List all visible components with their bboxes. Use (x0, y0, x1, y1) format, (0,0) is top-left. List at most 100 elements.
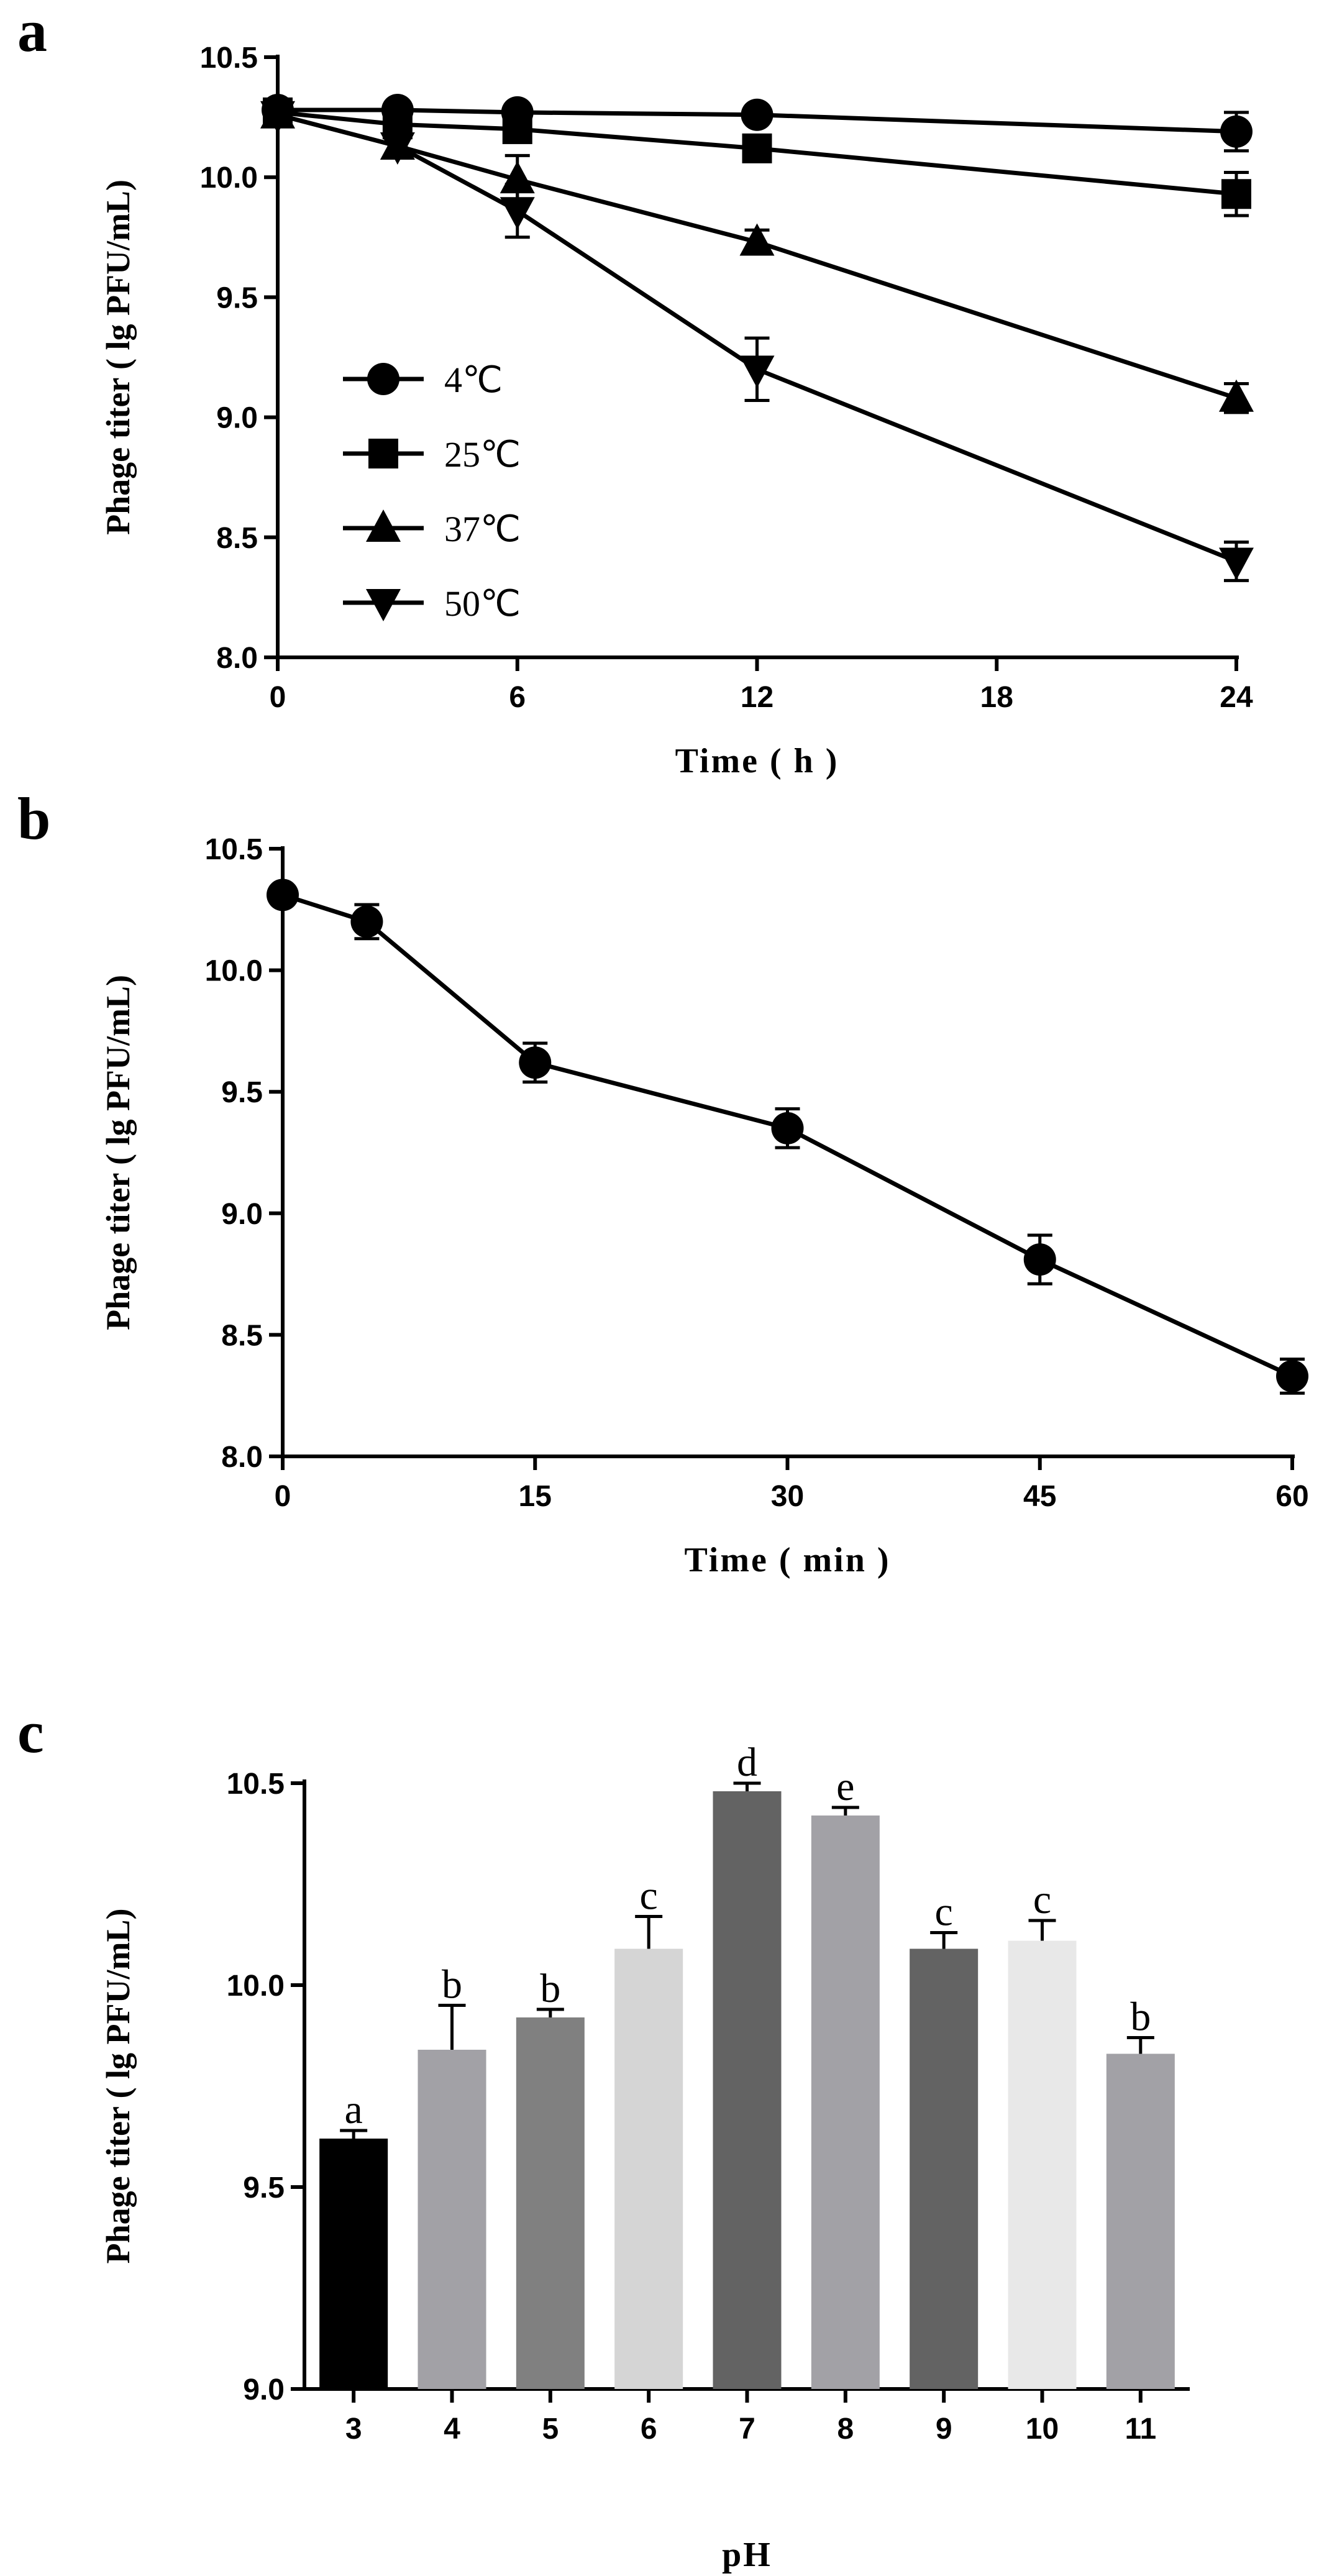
y-tick-label: 9.5 (216, 281, 258, 314)
x-axis-title: Time ( min ) (684, 1541, 890, 1579)
x-tick-label: 10 (1026, 2413, 1059, 2446)
bar (614, 1948, 683, 2389)
y-axis-title: Phage titer ( lg PFU/mL) (99, 975, 137, 1330)
bar-group-ph-10: c 10 (1008, 1877, 1077, 2446)
y-tick-label: 10.0 (227, 1970, 285, 2003)
x-tick-label: 30 (771, 1480, 804, 1513)
data-point (519, 1046, 552, 1079)
significance-label: c (1033, 1877, 1051, 1922)
x-tick-label: 9 (936, 2413, 952, 2446)
panel-c: c9.09.510.010.5a3b4b5c6d7e8c9c10b11pHPha… (17, 1699, 1190, 2574)
data-point (771, 1112, 804, 1144)
legend: 4℃ 25℃ 37℃ 50℃ (343, 360, 521, 624)
x-tick-label: 24 (1220, 681, 1253, 714)
significance-label: a (345, 2087, 363, 2132)
data-point (1219, 379, 1254, 412)
y-tick-label: 9.0 (221, 1198, 263, 1231)
x-tick-label: 15 (519, 1480, 552, 1513)
legend-marker (368, 439, 398, 468)
panel-b: b 8.0 8.5 9.0 9.5 10.0 10.5 0 15 30 45 60 Time ( min… (17, 785, 1309, 1579)
data-point (739, 355, 775, 388)
x-tick-label: 7 (739, 2413, 755, 2446)
data-point (502, 114, 532, 144)
data-point (350, 905, 383, 938)
bar-group-ph-4: b4 (418, 1962, 486, 2446)
x-tick-label: 4 (444, 2413, 460, 2446)
legend-item: 37℃ (343, 509, 521, 549)
data-point (741, 98, 773, 131)
data-point (267, 879, 299, 911)
bar (1106, 2053, 1175, 2389)
legend-label: 25℃ (444, 434, 521, 475)
legend-marker (367, 363, 399, 395)
legend-label: 50℃ (444, 583, 521, 624)
legend-item: 50℃ (343, 583, 521, 624)
bar-group-ph-6: c6 (614, 1873, 683, 2446)
bar-group-ph-3: a3 (319, 2087, 388, 2446)
y-tick-label: 8.5 (216, 522, 258, 555)
x-tick-label: 8 (837, 2413, 854, 2446)
y-tick-label: 10.0 (200, 162, 258, 194)
y-tick-label: 9.0 (216, 402, 258, 435)
x-axis-title: pH (722, 2536, 772, 2574)
bar (713, 1791, 782, 2389)
x-tick-label: 12 (741, 681, 773, 714)
data-point (1220, 115, 1253, 148)
y-tick-label: 9.0 (243, 2373, 285, 2406)
x-axis-title: Time ( h ) (675, 742, 839, 780)
significance-label: e (836, 1764, 854, 1809)
legend-item: 4℃ (343, 360, 503, 400)
data-point (1219, 547, 1254, 580)
x-tick-label: 45 (1023, 1480, 1056, 1513)
y-tick-label: 10.5 (200, 42, 258, 75)
data-point (1023, 1243, 1056, 1276)
bar (910, 1948, 979, 2389)
data-point (260, 101, 295, 134)
significance-label: b (442, 1962, 462, 2007)
bar-group-ph-7: d7 (713, 1740, 782, 2446)
y-tick-label: 8.0 (216, 642, 258, 675)
significance-label: b (1130, 1994, 1151, 2040)
y-axis-title: Phage titer ( lg PFU/mL) (99, 1909, 137, 2264)
legend-label: 37℃ (444, 509, 521, 549)
y-tick-label: 9.5 (243, 2172, 285, 2204)
panel-label: c (17, 1699, 44, 1765)
data-point (1221, 179, 1251, 209)
data-point (739, 223, 775, 256)
y-tick-label: 8.5 (221, 1319, 263, 1352)
x-tick-label: 60 (1275, 1480, 1308, 1513)
significance-label: c (935, 1889, 953, 1935)
y-tick-label: 8.0 (221, 1441, 263, 1474)
bar-group-ph-11: b 11 (1106, 1994, 1175, 2446)
x-tick-label: 3 (345, 2413, 362, 2446)
panel-a: a 8.0 8.5 9.0 9.5 10.0 10.5 0 6 12 18 24 Time ( h ) P… (17, 0, 1254, 780)
y-tick-label: 10.0 (205, 955, 263, 988)
data-point (1276, 1359, 1308, 1392)
bar (1008, 1940, 1077, 2389)
significance-label: b (540, 1966, 560, 2011)
bar (516, 2017, 585, 2389)
y-tick-label: 9.5 (221, 1076, 263, 1109)
bar-group-ph-8: e8 (811, 1764, 880, 2446)
legend-item: 25℃ (343, 434, 521, 475)
x-tick-label: 5 (542, 2413, 559, 2446)
panel-label: a (17, 0, 47, 64)
legend-label: 4℃ (444, 360, 503, 400)
x-tick-label: 0 (275, 1480, 291, 1513)
bar-group-ph-5: b5 (516, 1966, 585, 2446)
significance-label: d (737, 1740, 757, 1785)
panel-label: b (17, 785, 50, 852)
legend-marker (366, 509, 401, 542)
data-point (380, 132, 415, 165)
y-tick-label: 10.5 (227, 1768, 285, 1801)
bar-group-ph-9: c9 (910, 1889, 979, 2446)
series-1 (267, 879, 1308, 1395)
x-tick-label: 11 (1125, 2413, 1156, 2446)
bar (811, 1816, 880, 2389)
legend-marker (366, 589, 401, 621)
significance-label: c (640, 1873, 658, 1919)
x-tick-label: 6 (509, 681, 526, 714)
x-tick-label: 18 (980, 681, 1013, 714)
x-tick-label: 6 (641, 2413, 657, 2446)
